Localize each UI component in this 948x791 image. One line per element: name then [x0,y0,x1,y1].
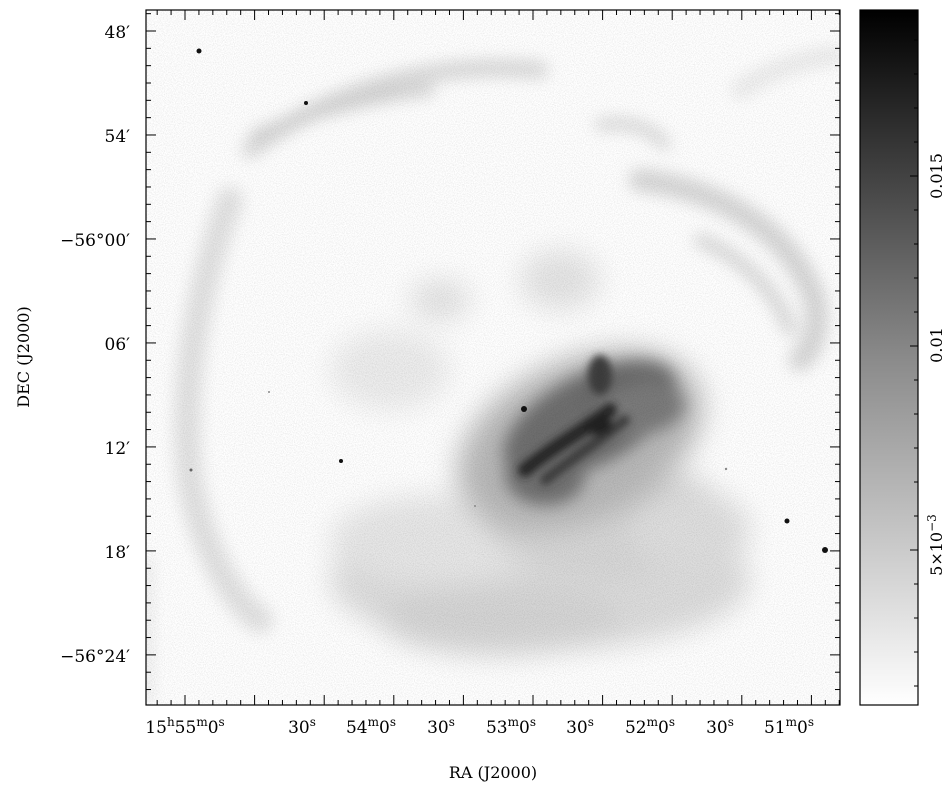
colorbar-tick-label: 0.01 [927,327,946,363]
y-tick-label: 48′ [105,23,131,43]
y-tick-label: 12′ [105,439,131,459]
x-tick-label: 15h55m0s [145,715,224,738]
y-tick-label: 54′ [105,127,131,147]
y-axis-label: DEC (J2000) [14,306,33,407]
y-tick-label: −56°24′ [60,647,130,667]
x-tick-label: 53m0s [486,715,536,738]
x-tick-label: 30s [706,715,734,738]
colorbar-gradient [859,9,919,706]
x-tick-label: 52m0s [625,715,675,738]
colorbar-ticks [910,39,918,687]
x-tick-label: 51m0s [764,715,814,738]
image-panel [146,10,840,705]
point-sources [189,48,828,553]
x-tick-label: 30s [288,715,316,738]
axis-ticks [146,10,840,705]
y-tick-label: 06′ [105,335,131,355]
x-tick-label: 30s [427,715,455,738]
colorbar-tick-label: 0.015 [927,153,946,199]
y-tick-label: 18′ [105,543,131,563]
y-axis: 48′ 54′ −56°00′ 06′ 12′ 18′ −56°24′ DEC … [14,23,130,667]
y-tick-label: −56°00′ [60,231,130,251]
colorbar-tick-label: 5×10−3 [925,514,946,576]
x-axis: 15h55m0s 30s 54m0s 30s 53m0s 30s 52m0s 3… [145,715,814,782]
plot-frame [145,9,841,706]
x-tick-label: 54m0s [346,715,396,738]
colorbar: 0.015 0.01 5×10−3 [859,9,946,706]
x-axis-label: RA (J2000) [449,763,537,782]
x-tick-label: 30s [566,715,594,738]
